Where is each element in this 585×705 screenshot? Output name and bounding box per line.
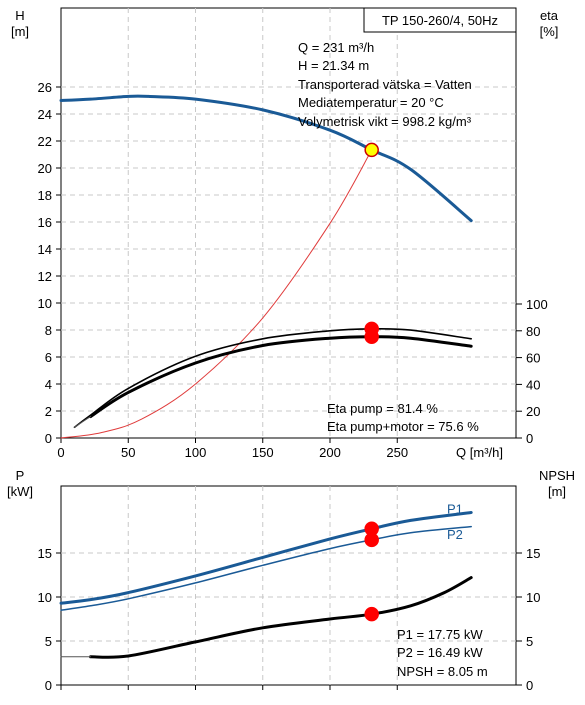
top-curves	[59, 94, 473, 439]
bottom-plot-frame	[60, 485, 517, 686]
info-line: Eta pump+motor = 75.6 %	[327, 419, 479, 434]
y-left-tick-label: 0	[45, 431, 52, 446]
y-right-tick-label: 15	[526, 546, 540, 561]
operating-point-marker	[364, 532, 379, 548]
x-tick-label: 100	[185, 445, 207, 460]
x-axis-label: Q [m³/h]	[456, 445, 503, 460]
curve-eta-thin-start	[74, 416, 92, 428]
y-right-tick-label: 20	[526, 404, 540, 419]
series-label-P2: P2	[447, 527, 463, 542]
y-right-symbol: eta	[540, 8, 559, 23]
y-left-tick-label: 20	[38, 161, 52, 176]
curve-eta-pump	[73, 328, 472, 429]
curve-eta-pump-motor	[89, 335, 473, 419]
operating-point-marker	[364, 606, 379, 622]
curve-H	[59, 94, 473, 223]
y-left-tick-label: 18	[38, 188, 52, 203]
y-right-tick-label: 10	[526, 590, 540, 605]
curve-P2	[60, 525, 472, 611]
y-left-tick-label: 10	[38, 590, 52, 605]
curve-H-thin-start	[60, 98, 92, 101]
x-tick-label: 0	[57, 445, 64, 460]
y-left-tick-label: 26	[38, 80, 52, 95]
y-right-tick-label: 100	[526, 297, 548, 312]
head-efficiency-chart: 0 50 100 150 200 2500246810121416182022242602…	[11, 7, 559, 460]
y-left-tick-label: 2	[45, 404, 52, 419]
bottom-curves	[59, 511, 473, 659]
bottom-series-labels: P1 P2	[447, 501, 463, 542]
y-left-tick-label: 4	[45, 377, 52, 392]
y-right-tick-label: 0	[526, 678, 533, 693]
y-right-tick-label: 40	[526, 377, 540, 392]
top-axis-ticks: 0 50 100 150 200 2500246810121416182022242602…	[38, 80, 548, 460]
y-right-unit: [%]	[540, 24, 559, 39]
top-grid	[61, 8, 516, 438]
curve-system-curve	[60, 149, 373, 439]
y-right-tick-label: 60	[526, 351, 540, 366]
info-line: P1 = 17.75 kW	[397, 627, 483, 642]
info-line: Eta pump = 81.4 %	[327, 401, 438, 416]
info-line: Volymetrisk vikt = 998.2 kg/m³	[298, 114, 472, 129]
y-left-tick-label: 22	[38, 134, 52, 149]
x-tick-label: 150	[252, 445, 274, 460]
bottom-markers	[364, 521, 379, 622]
x-tick-label: 250	[386, 445, 408, 460]
y-right-tick-label: 5	[526, 634, 533, 649]
info-line: NPSH = 8.05 m	[397, 664, 488, 679]
operating-point-info: Q = 231 m³/h H = 21.34 m Transporterad v…	[298, 40, 472, 129]
info-line: Mediatemperatur = 20 °C	[298, 95, 444, 110]
y-left-tick-label: 16	[38, 215, 52, 230]
y-left-symbol: H	[15, 8, 24, 23]
top-markers	[364, 142, 379, 344]
y-left-tick-label: 8	[45, 323, 52, 338]
y-left-tick-label: 15	[38, 546, 52, 561]
info-line: Q = 231 m³/h	[298, 40, 374, 55]
y-left-tick-label: 0	[45, 678, 52, 693]
top-plot-frame	[60, 7, 517, 439]
y-left-unit: [kW]	[7, 484, 33, 499]
y-left-tick-label: 14	[38, 242, 52, 257]
efficiency-info: Eta pump = 81.4 % Eta pump+motor = 75.6 …	[327, 401, 479, 434]
y-right-unit: [m]	[548, 484, 566, 499]
series-label-P1: P1	[447, 501, 463, 516]
y-right-symbol: NPSH	[539, 468, 575, 483]
power-npsh-chart: 0 5 10 15 0 5 10 15 P1 P2 P [kW] NPSH [m] P1 = 1…	[7, 468, 575, 693]
y-left-tick-label: 12	[38, 269, 52, 284]
power-info: P1 = 17.75 kW P2 = 16.49 kW NPSH = 8.05 …	[397, 627, 488, 679]
operating-point-marker	[364, 329, 379, 344]
bottom-axis-ticks: 0 5 10 15 0 5 10 15	[38, 546, 541, 693]
chart-title: TP 150-260/4, 50Hz	[382, 13, 498, 28]
title-box	[363, 7, 517, 33]
info-line: P2 = 16.49 kW	[397, 645, 483, 660]
y-left-tick-label: 6	[45, 350, 52, 365]
operating-point-marker	[364, 142, 379, 158]
y-left-unit: [m]	[11, 24, 29, 39]
y-left-symbol: P	[16, 468, 25, 483]
y-left-tick-label: 10	[38, 296, 52, 311]
y-left-tick-label: 24	[38, 107, 52, 122]
curve-P1	[59, 511, 473, 605]
x-tick-label: 200	[319, 445, 341, 460]
y-right-tick-label: 0	[526, 431, 533, 446]
y-right-tick-label: 80	[526, 324, 540, 339]
info-line: H = 21.34 m	[298, 58, 369, 73]
info-line: Transporterad vätska = Vatten	[298, 77, 472, 92]
y-left-tick-label: 5	[45, 634, 52, 649]
curve-NPSH	[89, 576, 473, 659]
x-tick-label: 50	[121, 445, 135, 460]
